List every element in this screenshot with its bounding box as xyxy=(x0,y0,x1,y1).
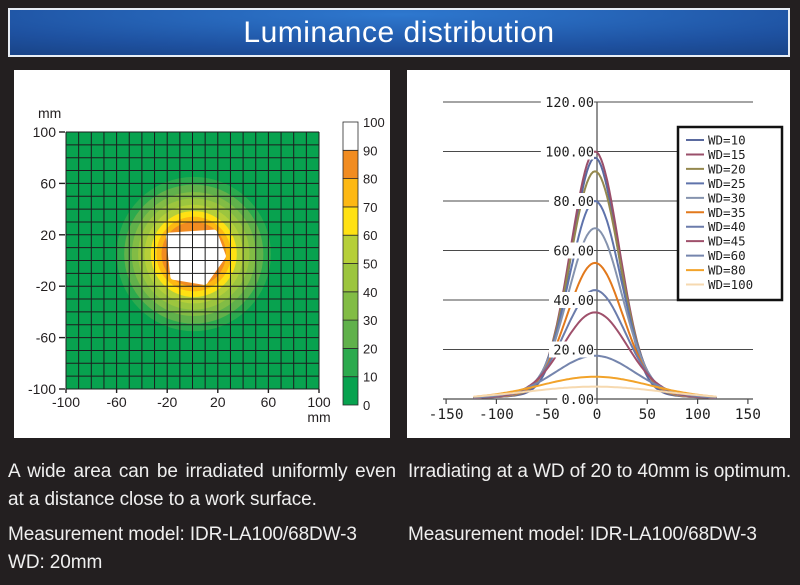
legend-label: WD=15 xyxy=(708,147,746,162)
x-tick-label: 50 xyxy=(639,407,656,423)
colorbar-tick-label: 40 xyxy=(363,285,377,300)
y-label-bg xyxy=(540,143,594,160)
colorbar-segment xyxy=(342,291,359,321)
x-tick-label: -100 xyxy=(479,407,514,423)
line-chart: -150 -100 -50 0 50 100 150 0.00 20.00 40.00 60.00 8… xyxy=(429,94,784,423)
y-tick-label: 80.00 xyxy=(553,194,594,210)
y-label-bg xyxy=(557,391,594,407)
colorbar-segment xyxy=(342,206,359,236)
curve-WD=100 xyxy=(473,385,717,398)
y-tick-label: 100 xyxy=(33,124,57,140)
left-caption: A wide area can be irradiated uniformly … xyxy=(8,461,396,510)
legend-label: WD=35 xyxy=(708,205,746,220)
colorbar-segment xyxy=(342,178,359,208)
x-tick-label: -20 xyxy=(157,394,177,410)
colorbar-tick-label: 30 xyxy=(363,313,377,328)
y-label-bg xyxy=(549,242,594,259)
line-chart-panel: -150 -100 -50 0 50 100 150 0.00 20.00 40.00 60.00 8… xyxy=(407,70,790,438)
x-tick-label: 100 xyxy=(307,394,331,410)
colorbar-tick-label: 80 xyxy=(363,172,377,187)
colorbar: 0 10 20 30 40 50 60 70 80 90 100 xyxy=(342,115,385,413)
x-tick-label: 150 xyxy=(735,407,761,423)
y-tick-label: -100 xyxy=(28,381,56,397)
y-label-bg xyxy=(549,341,594,358)
y-label-bg xyxy=(549,193,594,209)
legend: WD=10WD=15WD=20WD=25WD=30WD=35WD=40WD=45… xyxy=(676,125,784,302)
colorbar-tick-label: 50 xyxy=(363,257,377,272)
x-tick-label: -50 xyxy=(534,407,560,423)
title-bar: Luminance distribution xyxy=(8,8,790,57)
colorbar-tick-label: 90 xyxy=(363,143,377,158)
colorbar-tick-label: 20 xyxy=(363,341,377,356)
legend-label: WD=10 xyxy=(708,133,746,148)
x-tick-label: -150 xyxy=(429,407,464,423)
y-tick-label: 20 xyxy=(40,227,56,243)
colorbar-segment xyxy=(342,263,359,293)
colorbar-segment xyxy=(342,376,359,406)
colorbar-segment xyxy=(342,234,359,264)
y-tick-label: 0.00 xyxy=(561,392,594,408)
left-model-line: Measurement model: IDR-LA100/68DW-3 xyxy=(8,524,357,545)
y-tick-label: 120.00 xyxy=(545,95,594,111)
colorbar-segment xyxy=(342,121,359,151)
legend-label: WD=80 xyxy=(708,263,746,278)
y-tick-label: -20 xyxy=(36,278,56,294)
colorbar-segment xyxy=(342,319,359,349)
y-tick-label: 60.00 xyxy=(553,244,594,260)
x-tick-label: -60 xyxy=(106,394,126,410)
right-model-line: Measurement model: IDR-LA100/68DW-3 xyxy=(408,524,757,545)
legend-label: WD=45 xyxy=(708,234,746,249)
legend-label: WD=60 xyxy=(708,248,746,263)
right-caption: Irradiating at a WD of 20 to 40mm is opt… xyxy=(408,461,792,482)
legend-label: WD=20 xyxy=(708,161,746,176)
y-tick-label: -60 xyxy=(36,330,56,346)
y-axis-unit: mm xyxy=(38,105,61,121)
y-label-bg xyxy=(549,292,594,308)
heatmap-grid xyxy=(65,131,320,390)
x-tick-label: 100 xyxy=(684,407,710,423)
x-tick-label: -100 xyxy=(52,394,80,410)
legend-box xyxy=(676,125,784,302)
right-model-info: Measurement model: IDR-LA100/68DW-3 xyxy=(408,521,792,549)
y-label-bg xyxy=(540,94,594,110)
left-model-info: Measurement model: IDR-LA100/68DW-3 WD: … xyxy=(8,521,396,577)
colorbar-tick-label: 70 xyxy=(363,200,377,215)
y-tick-label: 40.00 xyxy=(553,293,594,309)
y-tick-label: 20.00 xyxy=(553,343,594,359)
legend-label: WD=40 xyxy=(708,219,746,234)
legend-label: WD=30 xyxy=(708,190,746,205)
page-title: Luminance distribution xyxy=(243,15,555,49)
colorbar-tick-label: 10 xyxy=(363,370,377,385)
y-tick-label: 100.00 xyxy=(545,145,594,161)
heatmap-core xyxy=(166,229,226,285)
heatmap-panel: 100 60 20 -20 -60 -100 -100 -60 -20 20 60 100 mm mm 0 1… xyxy=(14,70,390,438)
legend-label: WD=25 xyxy=(708,176,746,191)
y-tick-label: 60 xyxy=(40,175,56,191)
left-wd-line: WD: 20mm xyxy=(8,552,103,573)
x-axis-unit: mm xyxy=(307,409,330,425)
x-tick-label: 20 xyxy=(210,394,226,410)
colorbar-segment xyxy=(342,149,359,180)
colorbar-segment xyxy=(342,347,359,378)
x-tick-label: 60 xyxy=(261,394,277,410)
curve-WD=40 xyxy=(473,289,717,399)
colorbar-tick-label: 100 xyxy=(363,115,385,130)
curve-WD=80 xyxy=(473,375,717,398)
colorbar-tick-label: 0 xyxy=(363,398,370,413)
legend-label: WD=100 xyxy=(708,277,753,292)
x-tick-label: 0 xyxy=(593,407,602,423)
colorbar-tick-label: 60 xyxy=(363,228,377,243)
